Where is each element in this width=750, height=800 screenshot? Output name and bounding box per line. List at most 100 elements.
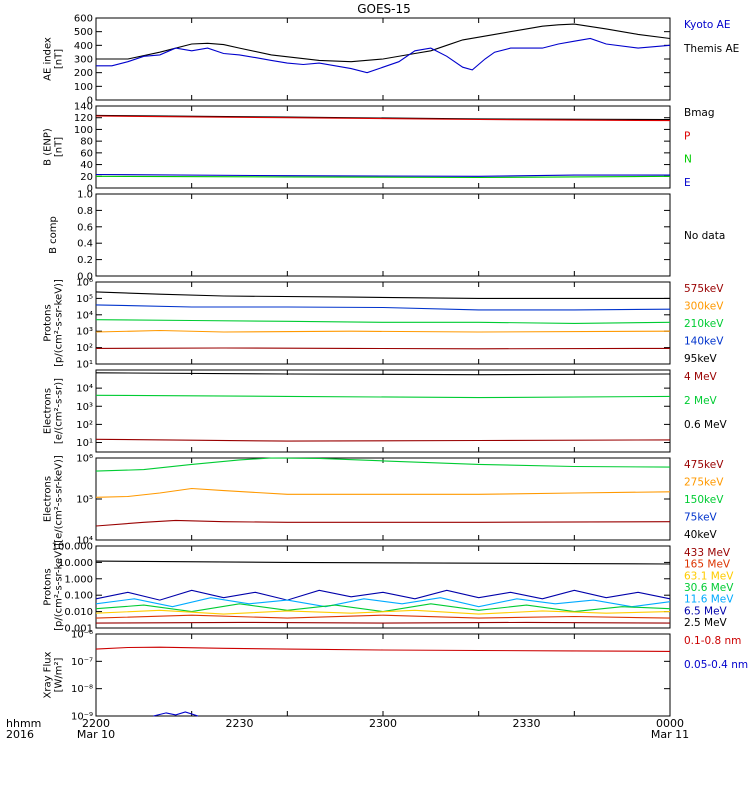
legend-entry: 300keV — [684, 301, 724, 313]
legend-entry: 0.05-0.4 nm — [684, 659, 748, 671]
legend-entry: Kyoto AE — [684, 19, 730, 31]
y-tick-label: 600 — [74, 14, 93, 25]
series-line-63-1-mev — [95, 609, 671, 615]
y-tick-label: 0.4 — [77, 239, 93, 250]
series-line-2-mev — [95, 394, 671, 399]
series-line-475kev — [95, 519, 671, 527]
legend-entry: 165 MeV — [684, 559, 731, 571]
panel-frame — [95, 193, 671, 277]
date-label-start: Mar 10 — [77, 728, 115, 741]
y-tick-label: 60 — [80, 148, 93, 159]
y-axis-label: [p/(cm²-s-sr-keV)] — [54, 543, 65, 631]
legend-entry: Bmag — [684, 107, 715, 119]
y-axis-label: Electrons — [43, 388, 54, 434]
legend-entry: No data — [684, 230, 725, 242]
y-tick-label: 140 — [74, 102, 93, 113]
legend-entry: 0.1-0.8 nm — [684, 635, 741, 647]
panel-protons2: 0.001 0.010 0.100 1.000 10.000 100.000 Protons… — [43, 542, 735, 635]
y-axis-label: [p/(cm²-s-sr-keV)] — [54, 279, 65, 367]
series-line-210kev — [95, 319, 671, 324]
panel-electrons1: 10¹ 10² 10³ 10⁴ Electrons [e/(cm²-s-sr)] 4 MeV… — [43, 369, 728, 453]
legend-entry: 95keV — [684, 353, 718, 365]
legend-entry: 11.6 MeV — [684, 594, 734, 606]
y-axis-label: [nT] — [54, 137, 65, 157]
y-tick-label: 100.000 — [52, 542, 93, 553]
series-line-0-1-0-8-nm — [95, 646, 671, 652]
legend-entry: 63.1 MeV — [684, 570, 734, 582]
y-axis-label: [nT] — [54, 49, 65, 69]
y-axis-label: Electrons — [43, 476, 54, 522]
y-tick-label: 10⁵ — [76, 495, 93, 506]
legend-entry: 275keV — [684, 477, 724, 489]
y-tick-label: 10² — [76, 420, 93, 431]
y-axis-label: B (ENP) — [43, 128, 54, 166]
y-tick-label: 100 — [74, 82, 93, 93]
series-line-11-6-mev — [95, 597, 671, 608]
y-tick-label: 0.010 — [64, 607, 93, 618]
panel-frame — [95, 457, 671, 541]
panel-bcomp: 0.0 0.2 0.4 0.6 0.8 1.0 B comp No data — [48, 190, 725, 283]
series-line-e — [95, 173, 670, 177]
legend-entry: P — [684, 130, 690, 142]
y-axis-label: AE index — [43, 37, 54, 81]
y-tick-label: 100 — [74, 125, 93, 136]
legend-entry: 0.6 MeV — [684, 419, 728, 431]
series-line-95kev — [95, 291, 670, 299]
y-axis-label: Xray Flux — [43, 651, 54, 698]
legend-entry: 140keV — [684, 336, 724, 348]
series-line-0-05-0-4-nm — [153, 711, 199, 717]
legend-entry: N — [684, 154, 692, 166]
y-axis-label: B comp — [48, 216, 59, 254]
y-tick-label: 40 — [80, 160, 93, 171]
panel-electrons2: 10⁴ 10⁵ 10⁶ Electrons [e/(cm²-s-sr-keV)] 475k… — [43, 454, 725, 547]
legend-entry: 40keV — [684, 529, 718, 541]
x-tick-label: 2200 — [82, 717, 110, 730]
y-tick-label: 10³ — [76, 327, 93, 338]
y-tick-label: 0 — [87, 96, 93, 107]
y-tick-label: 1.0 — [77, 190, 93, 201]
series-line-275kev — [95, 487, 671, 498]
series-line-p — [95, 115, 671, 122]
y-axis-label: Protons — [43, 304, 54, 341]
time-row-label-hhmm: hhmm — [6, 717, 41, 730]
x-tick-label: 2330 — [513, 717, 541, 730]
series-line-165-mev — [95, 614, 671, 619]
series-line-575kev — [95, 347, 671, 350]
legend-entry: 433 MeV — [684, 547, 731, 559]
y-axis-label: [e/(cm²-s-sr-keV)] — [54, 455, 65, 543]
y-tick-label: 10⁶ — [76, 278, 93, 289]
y-tick-label: 10⁶ — [76, 454, 93, 465]
panel-protons1: 10¹ 10² 10³ 10⁴ 10⁵ 10⁶ Protons [p/(cm²-s-sr-ke… — [43, 278, 725, 371]
series-line-0-6-mev — [95, 372, 671, 376]
y-tick-label: 400 — [74, 41, 93, 52]
series-line-kyoto-ae — [96, 37, 671, 74]
y-tick-label: 1.000 — [64, 574, 93, 585]
series-line-themis-ae — [96, 23, 671, 63]
x-tick-label: 2230 — [226, 717, 254, 730]
y-tick-label: 500 — [74, 27, 93, 38]
y-tick-label: 0.0 — [77, 272, 93, 283]
legend-entry: 4 MeV — [684, 371, 718, 383]
series-line-bmag — [95, 114, 671, 121]
y-tick-label: 0.100 — [64, 591, 93, 602]
x-tick-label: 0000 — [656, 717, 684, 730]
y-tick-label: 10⁵ — [76, 294, 93, 305]
legend-entry: 2 MeV — [684, 395, 718, 407]
legend-entry: E — [684, 177, 691, 189]
y-tick-label: 10⁻⁶ — [71, 630, 93, 641]
legend-entry: 475keV — [684, 459, 724, 471]
y-tick-label: 10⁴ — [76, 310, 93, 321]
series-line-2-5-mev — [95, 560, 671, 565]
series-line-6-5-mev — [95, 589, 671, 601]
y-tick-label: 10² — [76, 343, 93, 354]
y-tick-label: 10.000 — [58, 558, 93, 569]
series-line-4-mev — [95, 438, 671, 442]
time-row-label-year: 2016 — [6, 728, 34, 741]
series-line-300kev — [95, 329, 671, 333]
legend-entry: 30.6 MeV — [684, 582, 734, 594]
y-axis-label: Protons — [43, 568, 54, 605]
y-tick-label: 300 — [74, 55, 93, 66]
plot-title: GOES-15 — [357, 2, 411, 16]
